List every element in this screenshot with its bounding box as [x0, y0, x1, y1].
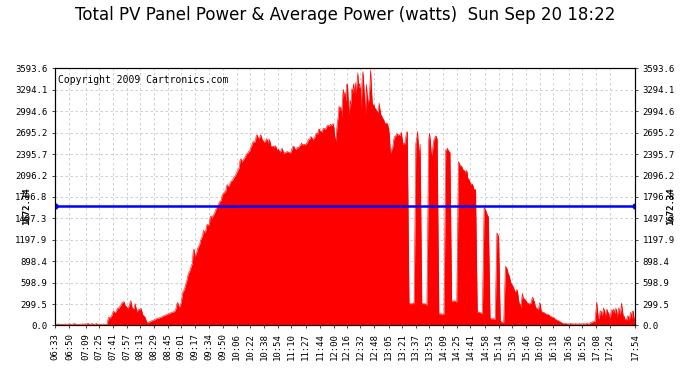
Text: 1672.34: 1672.34	[667, 187, 676, 225]
Text: 1672.34: 1672.34	[23, 187, 32, 225]
Text: Copyright 2009 Cartronics.com: Copyright 2009 Cartronics.com	[58, 75, 228, 85]
Text: Total PV Panel Power & Average Power (watts)  Sun Sep 20 18:22: Total PV Panel Power & Average Power (wa…	[75, 6, 615, 24]
